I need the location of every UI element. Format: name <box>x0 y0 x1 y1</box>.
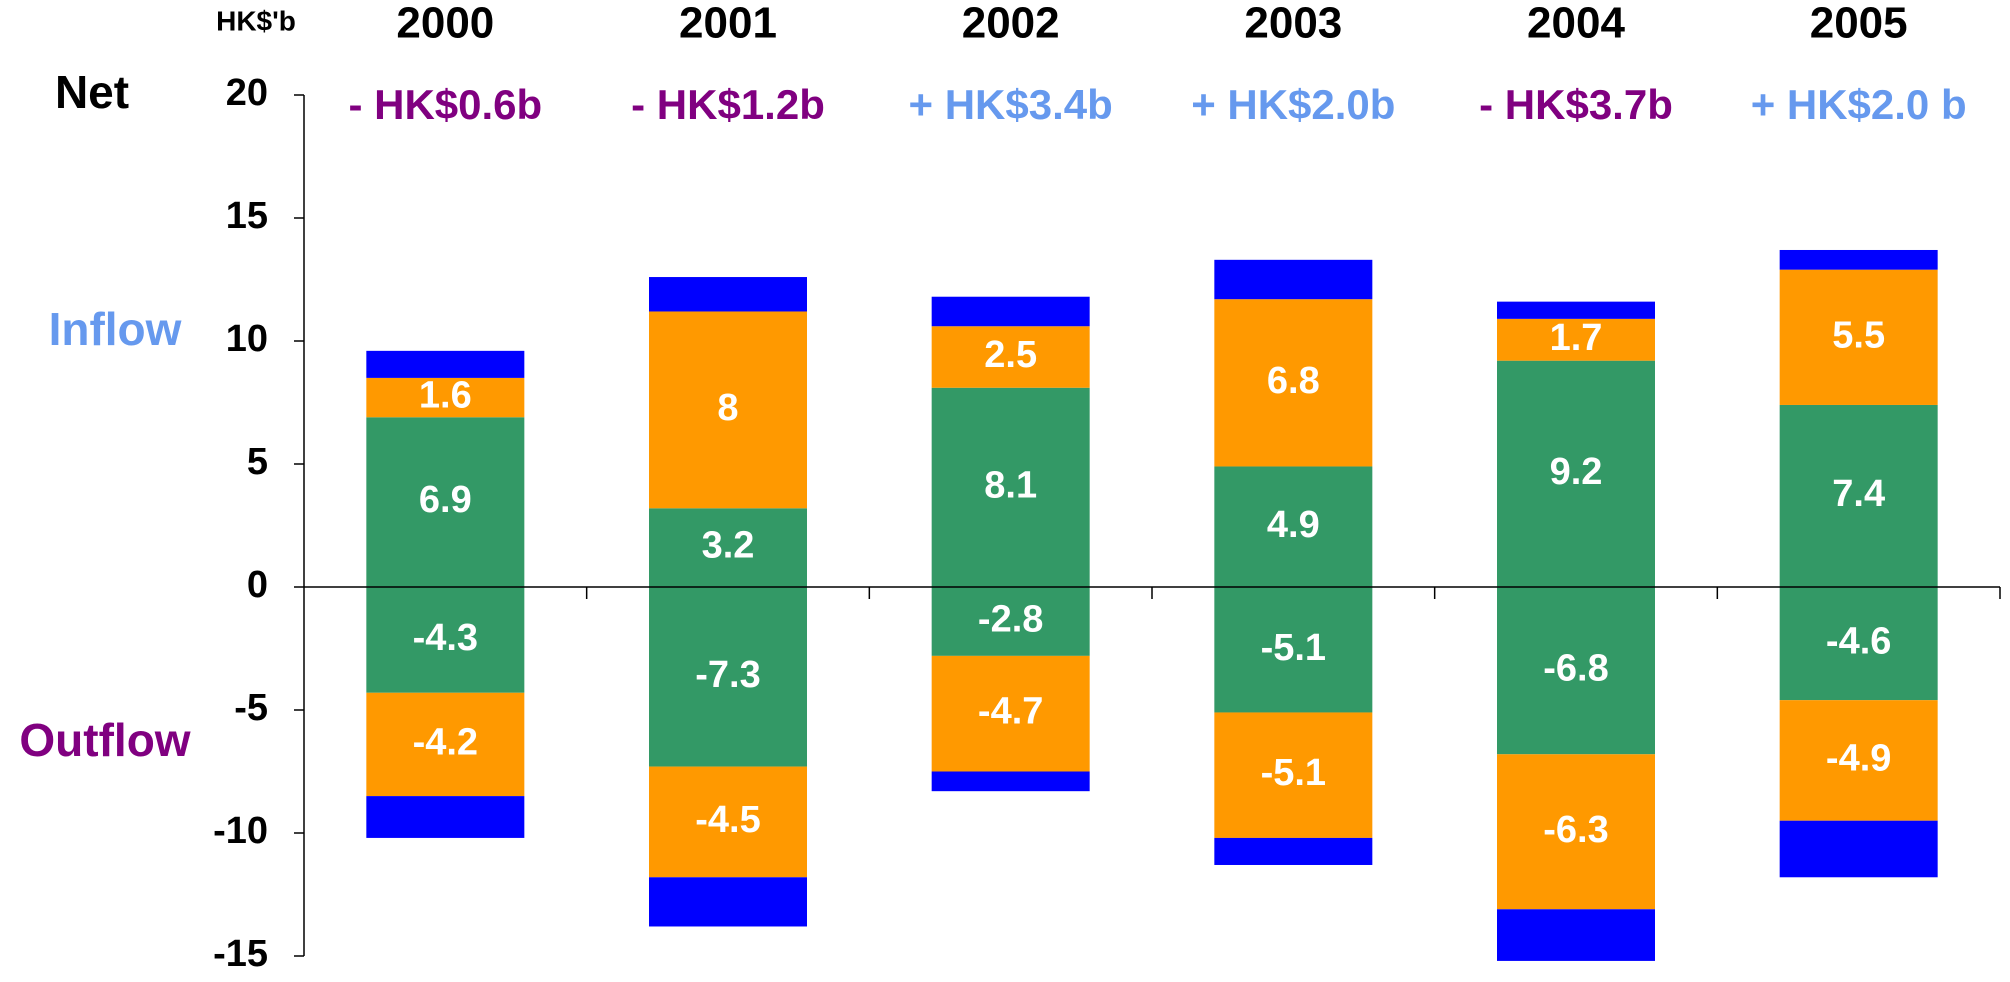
bar-segment <box>649 508 807 587</box>
unit-label: HK$'b <box>216 5 296 36</box>
bar-segment <box>649 587 807 767</box>
bar-segment <box>931 326 1090 388</box>
bar-segment <box>1779 269 1938 405</box>
value-label: -6.3 <box>1543 809 1608 851</box>
bar-segment <box>1214 259 1373 300</box>
bar-segment <box>649 766 807 878</box>
value-label: 3.2 <box>702 525 755 567</box>
bar-segment <box>1214 587 1373 713</box>
y-tick-label: 20 <box>226 72 268 114</box>
y-tick-label: 0 <box>247 564 268 606</box>
net-annotation: - HK$3.7b <box>1479 81 1673 128</box>
bar-segment <box>1214 466 1373 587</box>
bar-segment <box>649 877 807 927</box>
bar-segment <box>931 655 1090 772</box>
side-label: Outflow <box>19 714 190 766</box>
bar-segment <box>1779 249 1938 270</box>
value-label: -4.7 <box>978 691 1043 733</box>
bar-segment <box>931 296 1090 327</box>
net-annotation: - HK$1.2b <box>631 81 825 128</box>
bar-segment <box>1779 700 1938 821</box>
bar-segment <box>1214 837 1373 865</box>
bar-segment <box>1779 587 1938 701</box>
bar-segment <box>366 417 525 587</box>
value-label: -4.2 <box>413 721 478 763</box>
bar-segment <box>366 796 525 838</box>
bar-segment <box>931 387 1090 587</box>
category-label: 2001 <box>679 0 777 48</box>
bar-segment <box>366 350 525 378</box>
y-tick-label: -15 <box>213 933 268 975</box>
value-label: 6.8 <box>1267 360 1320 402</box>
bar-segment <box>649 311 807 509</box>
bar-segment <box>649 277 807 312</box>
y-tick-label: -10 <box>213 810 268 852</box>
y-tick-label: -5 <box>234 687 268 729</box>
value-label: -4.5 <box>695 799 760 841</box>
net-annotation: + HK$2.0 b <box>1751 81 1967 128</box>
category-label: 2005 <box>1810 0 1908 48</box>
value-label: 6.9 <box>419 479 472 521</box>
category-label: 2000 <box>396 0 494 48</box>
value-label: -4.9 <box>1826 737 1891 779</box>
side-label: Net <box>55 66 129 118</box>
value-label: 4.9 <box>1267 504 1320 546</box>
bar-segment <box>366 587 525 693</box>
value-label: -5.1 <box>1261 627 1326 669</box>
y-tick-label: 10 <box>226 318 268 360</box>
value-label: 5.5 <box>1832 314 1885 356</box>
bar-segment <box>366 377 525 418</box>
category-label: 2003 <box>1244 0 1342 48</box>
category-label: 2004 <box>1527 0 1625 48</box>
bar-segment <box>1779 820 1938 878</box>
category-label: 2002 <box>962 0 1060 48</box>
bar-segment <box>1214 299 1373 467</box>
value-label: 7.4 <box>1832 473 1885 515</box>
bar-segment <box>931 587 1090 656</box>
value-label: 8.1 <box>984 464 1037 506</box>
net-annotation: + HK$3.4b <box>909 81 1113 128</box>
side-label: Inflow <box>49 303 182 355</box>
y-tick-label: 5 <box>247 441 268 483</box>
net-annotation: - HK$0.6b <box>348 81 542 128</box>
value-label: 9.2 <box>1550 451 1603 493</box>
bar-segment <box>1497 318 1655 361</box>
bar-segment <box>1497 587 1655 755</box>
value-label: -4.3 <box>413 617 478 659</box>
value-label: 2.5 <box>984 334 1037 376</box>
value-label: 1.6 <box>419 375 472 417</box>
value-label: -6.8 <box>1543 648 1608 690</box>
bar-segment <box>1497 360 1655 587</box>
value-label: -5.1 <box>1261 752 1326 794</box>
bar-segment <box>931 771 1090 792</box>
bar-segment <box>366 692 525 797</box>
value-label: -7.3 <box>695 654 760 696</box>
bar-segment <box>1497 909 1655 961</box>
value-label: -2.8 <box>978 598 1043 640</box>
bar-segment <box>1497 301 1655 319</box>
value-label: -4.6 <box>1826 621 1891 663</box>
bar-segment <box>1779 404 1938 587</box>
bar-segment <box>1497 754 1655 910</box>
value-label: 1.7 <box>1550 317 1603 359</box>
value-label: 8 <box>717 387 738 429</box>
bar-segment <box>1214 712 1373 838</box>
y-tick-label: 15 <box>226 195 268 237</box>
net-annotation: + HK$2.0b <box>1191 81 1395 128</box>
